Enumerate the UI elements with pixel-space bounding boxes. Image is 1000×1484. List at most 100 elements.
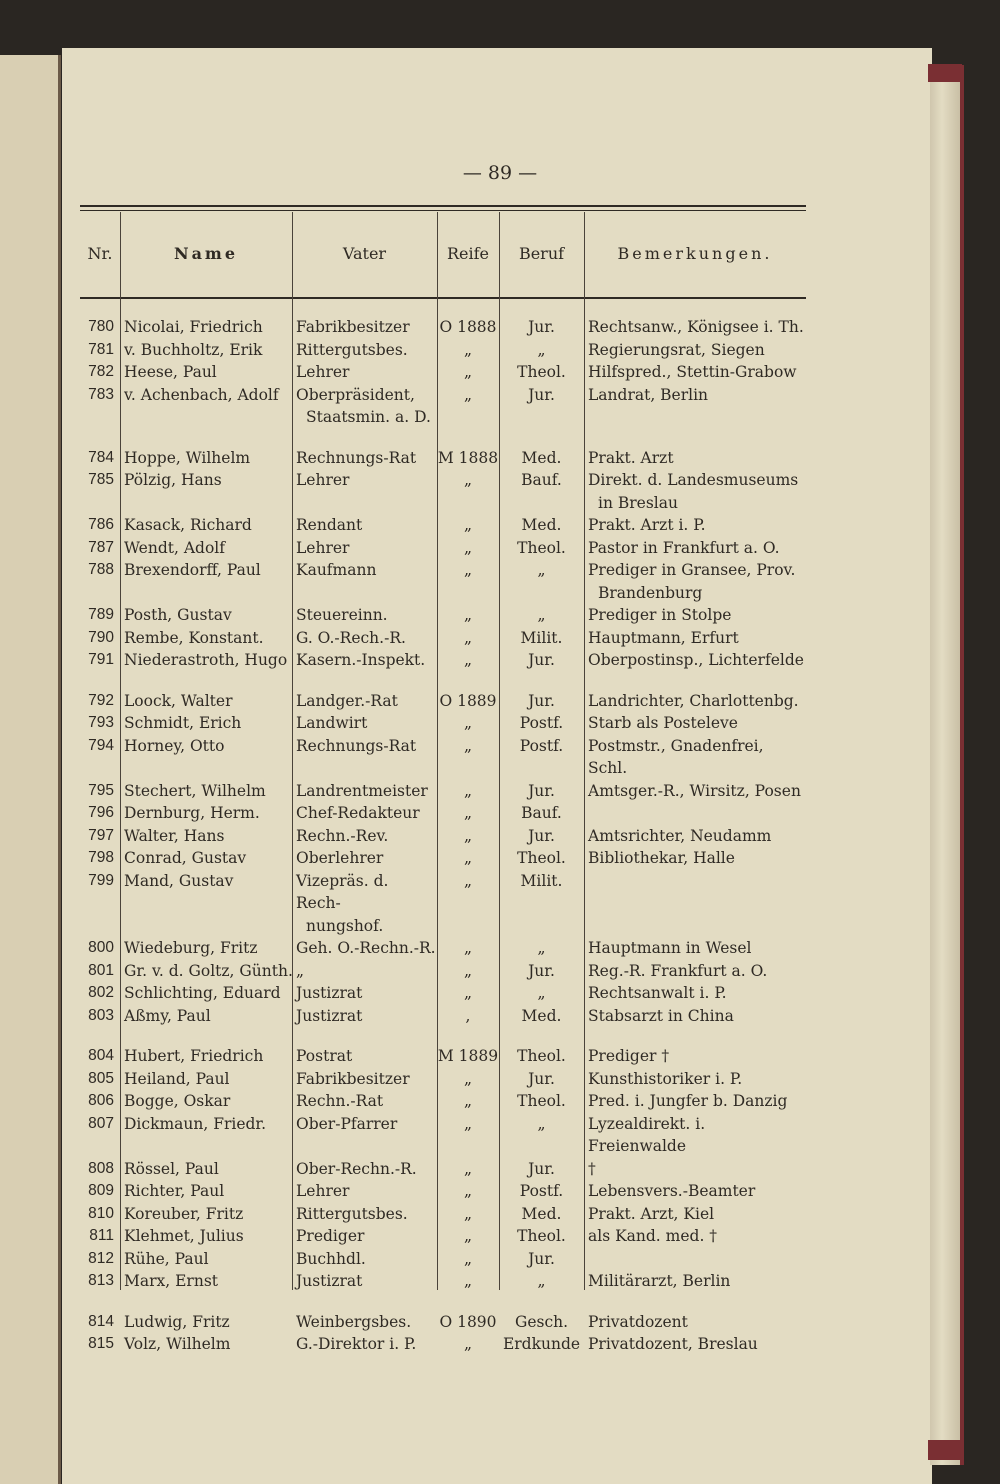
profession: Theol. <box>499 537 584 560</box>
table-row: 804 Hubert, Friedrich Postrat M 1889 Theol. P… <box>80 1045 806 1068</box>
row-number-text: 798 <box>88 849 114 866</box>
father-occupation: Oberlehrer <box>292 847 437 870</box>
father-occupation-text: Rechnungs-Rat <box>296 736 417 755</box>
profession: „ <box>499 559 584 604</box>
remarks-text: Prediger in Gransee, Prov. <box>588 561 796 579</box>
person-name-text: Loock, Walter <box>124 691 233 710</box>
remarks: Landrichter, Charlottenbg. <box>584 690 806 713</box>
remarks <box>584 870 806 938</box>
row-number-text: 808 <box>88 1159 114 1177</box>
column-divider <box>437 212 438 1290</box>
remarks: Privatdozent <box>584 1311 806 1334</box>
father-occupation-text: „ <box>296 961 305 980</box>
profession: „ <box>499 604 584 627</box>
table-row: 802 Schlichting, Eduard Justizrat „ „ Rechtsa… <box>80 982 806 1005</box>
header-beruf: Beruf <box>518 244 565 263</box>
remarks: Prediger in Gransee, Prov. Brandenburg <box>584 559 806 604</box>
person-name: Wendt, Adolf <box>120 537 292 560</box>
person-name-text: Schlichting, Eduard <box>124 984 281 1002</box>
row-number-text: 784 <box>88 448 114 466</box>
remarks: Reg.-R. Frankfurt a. O. <box>584 960 806 983</box>
table-row: 782 Heese, Paul Lehrer „ Theol. Hilfspred., S… <box>80 361 806 384</box>
remarks: Rechtsanwalt i. P. <box>584 982 806 1005</box>
person-name: Schmidt, Erich <box>120 712 292 735</box>
row-number: 794 <box>80 735 120 780</box>
profession: Jur. <box>499 825 584 848</box>
remarks: Hauptmann in Wesel <box>584 937 806 960</box>
profession-text: Theol. <box>517 363 566 381</box>
row-number-text: 795 <box>88 781 114 799</box>
row-number: 781 <box>80 339 120 362</box>
row-number-text: 799 <box>88 871 114 889</box>
father-occupation: Landger.-Rat <box>292 690 437 713</box>
father-occupation: Lehrer <box>292 537 437 560</box>
graduation: „ <box>437 982 499 1005</box>
row-number: 805 <box>80 1068 120 1091</box>
remarks-text: Starb als Posteleve <box>588 714 738 732</box>
person-name: Koreuber, Fritz <box>120 1203 292 1226</box>
person-name: Pölzig, Hans <box>120 469 292 514</box>
row-number: 784 <box>80 447 120 470</box>
profession-text: Postf. <box>519 1182 564 1200</box>
father-occupation-text: Justizrat <box>296 1272 363 1290</box>
table-row: 790 Rembe, Konstant. G. O.-Rech.-R. „ Milit.… <box>80 627 806 650</box>
father-occupation-continuation: Staatsmin. a. D. <box>306 408 431 426</box>
person-name-text: Hubert, Friedrich <box>124 1047 264 1065</box>
row-number: 803 <box>80 1005 120 1028</box>
profession-text: Med. <box>521 448 562 467</box>
table-row: 797 Walter, Hans Rechn.-Rev. „ Jur. Amtsricht… <box>80 825 806 848</box>
father-occupation-text: Fabrikbesitzer <box>296 318 410 336</box>
row-number-text: 796 <box>88 804 114 821</box>
row-number-text: 791 <box>88 651 114 668</box>
table-row: 795 Stechert, Wilhelm Landrentmeister „ Jur.… <box>80 780 806 803</box>
remarks: Lebensvers.-Beamter <box>584 1180 806 1203</box>
table-row: 781 v. Buchholtz, Erik Rittergutsbes. „ „ Reg… <box>80 339 806 362</box>
table-row: 787 Wendt, Adolf Lehrer „ Theol. Pastor in Fr… <box>80 537 806 560</box>
row-number: 780 <box>80 316 120 339</box>
remarks: Rechtsanw., Königsee i. Th. <box>584 316 806 339</box>
row-number-text: 792 <box>88 691 114 709</box>
father-occupation-text: Justizrat <box>296 984 363 1002</box>
profession: Theol. <box>499 1090 584 1113</box>
remarks: Hauptmann, Erfurt <box>584 627 806 650</box>
person-name-text: Koreuber, Fritz <box>124 1204 244 1223</box>
row-number: 796 <box>80 802 120 825</box>
person-name-text: Horney, Otto <box>124 736 225 755</box>
row-number-text: 806 <box>88 1092 114 1109</box>
row-number: 801 <box>80 960 120 983</box>
father-occupation: Fabrikbesitzer <box>292 316 437 339</box>
father-occupation: Ober-Rechn.-R. <box>292 1158 437 1181</box>
row-number: 809 <box>80 1180 120 1203</box>
profession-text: Theol. <box>517 1227 566 1245</box>
father-occupation-text: Fabrikbesitzer <box>296 1069 410 1088</box>
person-name-text: Nicolai, Friedrich <box>124 318 263 336</box>
person-name-text: Ludwig, Fritz <box>124 1312 230 1331</box>
person-name-text: Wiedeburg, Fritz <box>124 939 258 957</box>
father-occupation-text: G. O.-Rech.-R. <box>296 628 406 647</box>
remarks-text: † <box>588 1159 596 1178</box>
father-occupation-text: Rechn.-Rat <box>296 1092 384 1110</box>
profession-text: Theol. <box>517 1092 566 1110</box>
row-number-text: 786 <box>88 516 114 533</box>
father-occupation: Weinbergsbes. <box>292 1311 437 1334</box>
father-occupation-text: Ober-Pfarrer <box>296 1114 398 1133</box>
person-name: Heiland, Paul <box>120 1068 292 1091</box>
remarks-continuation: in Breslau <box>598 493 678 512</box>
profession-text: „ <box>537 340 546 359</box>
cover-corner-bottom <box>928 1440 962 1460</box>
table-row: 805 Heiland, Paul Fabrikbesitzer „ Jur. Kunst… <box>80 1068 806 1091</box>
person-name-text: Heiland, Paul <box>124 1069 230 1088</box>
graduation-text: „ <box>463 961 473 980</box>
row-number: 799 <box>80 870 120 938</box>
person-name: Rembe, Konstant. <box>120 627 292 650</box>
graduation: „ <box>437 537 499 560</box>
row-number-text: 801 <box>88 961 114 979</box>
graduation: O 1889 <box>437 690 499 713</box>
graduation: „ <box>437 361 499 384</box>
graduation: „ <box>437 1113 499 1158</box>
remarks-text: Rechtsanw., Königsee i. Th. <box>588 318 804 336</box>
person-name-text: Posth, Gustav <box>124 606 232 624</box>
row-number: 790 <box>80 627 120 650</box>
father-occupation-text: Oberlehrer <box>296 849 384 867</box>
father-occupation: Steuereinn. <box>292 604 437 627</box>
